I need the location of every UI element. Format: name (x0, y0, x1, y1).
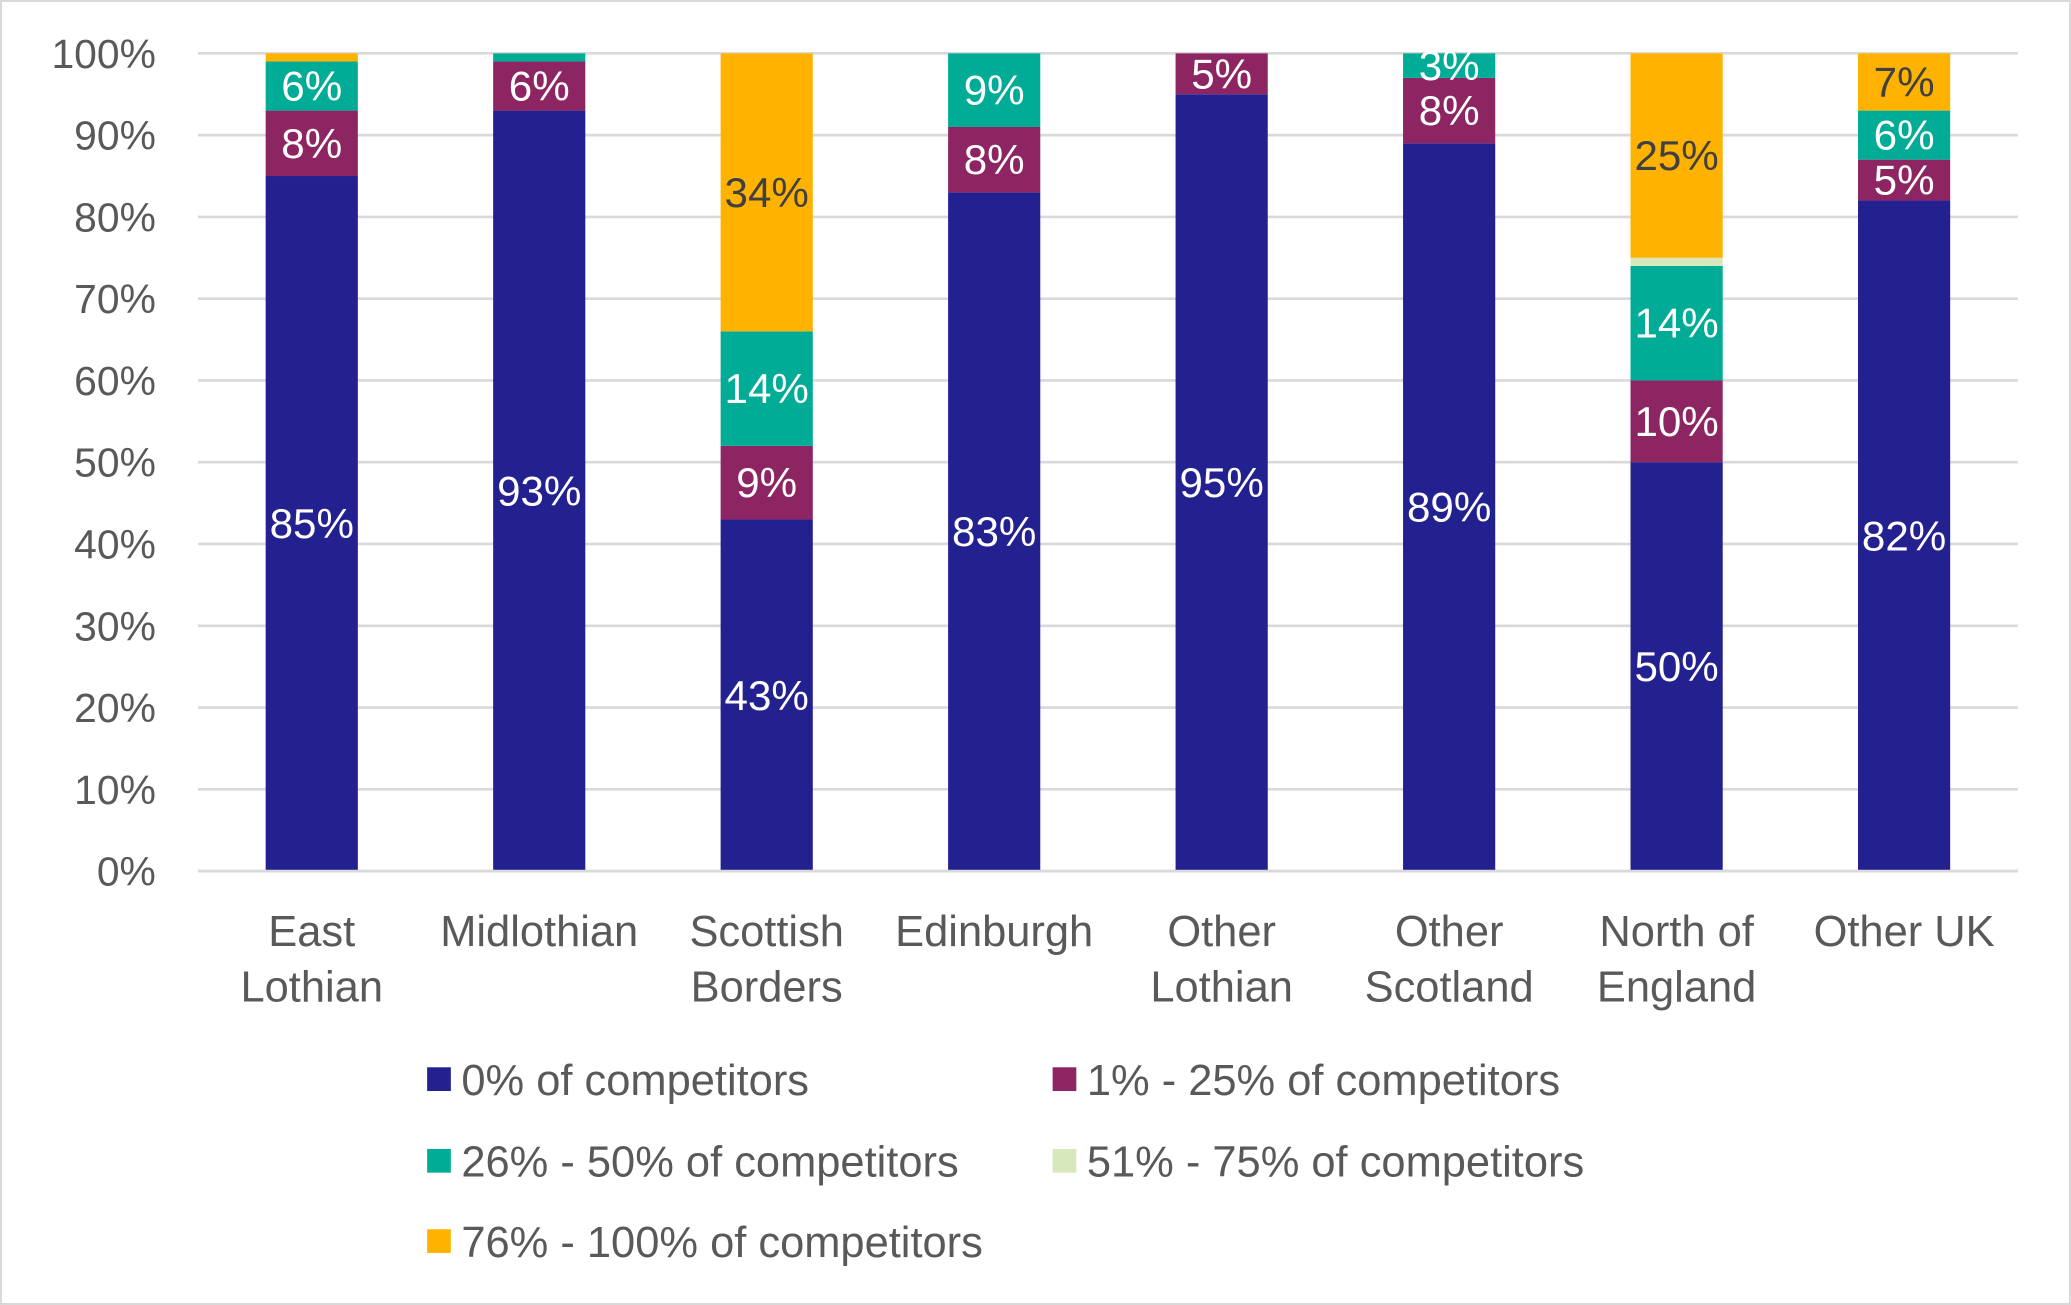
data-label: 43% (725, 672, 809, 719)
data-label: 6% (509, 63, 570, 110)
y-tick-label: 100% (51, 31, 155, 77)
data-label: 3% (1419, 42, 1480, 89)
bar-segment (493, 110, 586, 872)
bar-segment (1858, 53, 1951, 111)
bar-segment (948, 53, 1041, 127)
data-label: 9% (736, 459, 797, 506)
bar-segment (493, 61, 586, 111)
bar-segment (1630, 53, 1723, 258)
bar-segment (720, 331, 813, 446)
bar-segment (265, 110, 358, 177)
bar-segment (1630, 462, 1723, 872)
y-tick-label: 60% (74, 358, 156, 404)
bar-segment (265, 176, 358, 872)
data-label: 50% (1634, 643, 1718, 690)
y-tick-label: 50% (74, 440, 156, 486)
data-label: 89% (1407, 484, 1491, 531)
data-label: 5% (1874, 157, 1935, 204)
x-category-label: Lothian (240, 963, 383, 1011)
legend-swatch (427, 1148, 451, 1173)
data-label: 95% (1180, 459, 1264, 506)
legend-label: 1% - 25% of competitors (1087, 1057, 1560, 1105)
data-label: 5% (1191, 50, 1252, 97)
bar-segment (493, 53, 586, 62)
bar-segment (1403, 77, 1496, 144)
bar-segment (948, 126, 1041, 193)
bar-segment (265, 61, 358, 111)
data-label: 9% (964, 67, 1025, 114)
data-label: 93% (497, 467, 581, 514)
data-label: 6% (281, 63, 342, 110)
legend-swatch (1052, 1148, 1077, 1173)
data-label: 25% (1634, 132, 1718, 179)
bar-segment (720, 53, 813, 332)
data-label: 8% (964, 136, 1025, 183)
y-tick-label: 0% (97, 849, 156, 895)
x-category-label: Lothian (1150, 963, 1293, 1011)
bar-segment (1175, 53, 1268, 95)
data-label: 82% (1862, 512, 1946, 559)
x-category-label: England (1597, 963, 1756, 1011)
y-tick-label: 20% (74, 685, 156, 731)
data-label: 14% (725, 365, 809, 412)
legend-swatch (427, 1229, 451, 1253)
x-category-label: East (268, 908, 355, 956)
data-label: 10% (1634, 398, 1718, 445)
x-category-label: Scotland (1365, 963, 1534, 1011)
x-category-label: Other (1167, 908, 1276, 956)
legend-label: 51% - 75% of competitors (1087, 1139, 1584, 1187)
x-category-label: Borders (691, 963, 843, 1011)
y-tick-label: 40% (74, 521, 156, 567)
x-category-label: Edinburgh (895, 908, 1093, 956)
bar-segment (1403, 53, 1496, 78)
bar-segment (1175, 94, 1268, 872)
legend-label: 0% of competitors (461, 1057, 809, 1105)
data-label: 85% (270, 500, 354, 547)
data-label: 8% (1419, 87, 1480, 134)
data-label: 6% (1874, 112, 1935, 159)
bar-segment (720, 445, 813, 520)
legend-swatch (1052, 1067, 1077, 1091)
y-tick-label: 10% (74, 767, 156, 813)
x-category-label: Midlothian (440, 908, 638, 956)
bar-segment (1858, 159, 1951, 201)
bar-segment (1858, 110, 1951, 160)
legend-label: 26% - 50% of competitors (461, 1139, 958, 1187)
bar-segment (1403, 143, 1496, 872)
data-label: 34% (725, 169, 809, 216)
y-tick-label: 30% (74, 603, 156, 649)
bar-segment (1630, 265, 1723, 381)
bar-segment (948, 192, 1041, 872)
legend-swatch (427, 1067, 451, 1091)
y-tick-label: 80% (74, 194, 156, 240)
x-category-label: Scottish (689, 908, 844, 956)
x-category-label: North of (1599, 908, 1754, 956)
data-label: 14% (1634, 300, 1718, 347)
bar-segment (265, 53, 358, 62)
y-tick-label: 70% (74, 276, 156, 322)
data-label: 7% (1874, 58, 1935, 105)
bar-segment (1630, 380, 1723, 463)
x-category-label: Other (1395, 908, 1504, 956)
bar-segment (720, 519, 813, 872)
data-label: 8% (281, 120, 342, 167)
y-tick-label: 90% (74, 113, 156, 159)
x-category-label: Other UK (1814, 908, 1995, 956)
bar-segment (1630, 257, 1723, 266)
bar-segment (1858, 200, 1951, 872)
data-label: 83% (952, 508, 1036, 555)
legend-label: 76% - 100% of competitors (461, 1219, 983, 1267)
